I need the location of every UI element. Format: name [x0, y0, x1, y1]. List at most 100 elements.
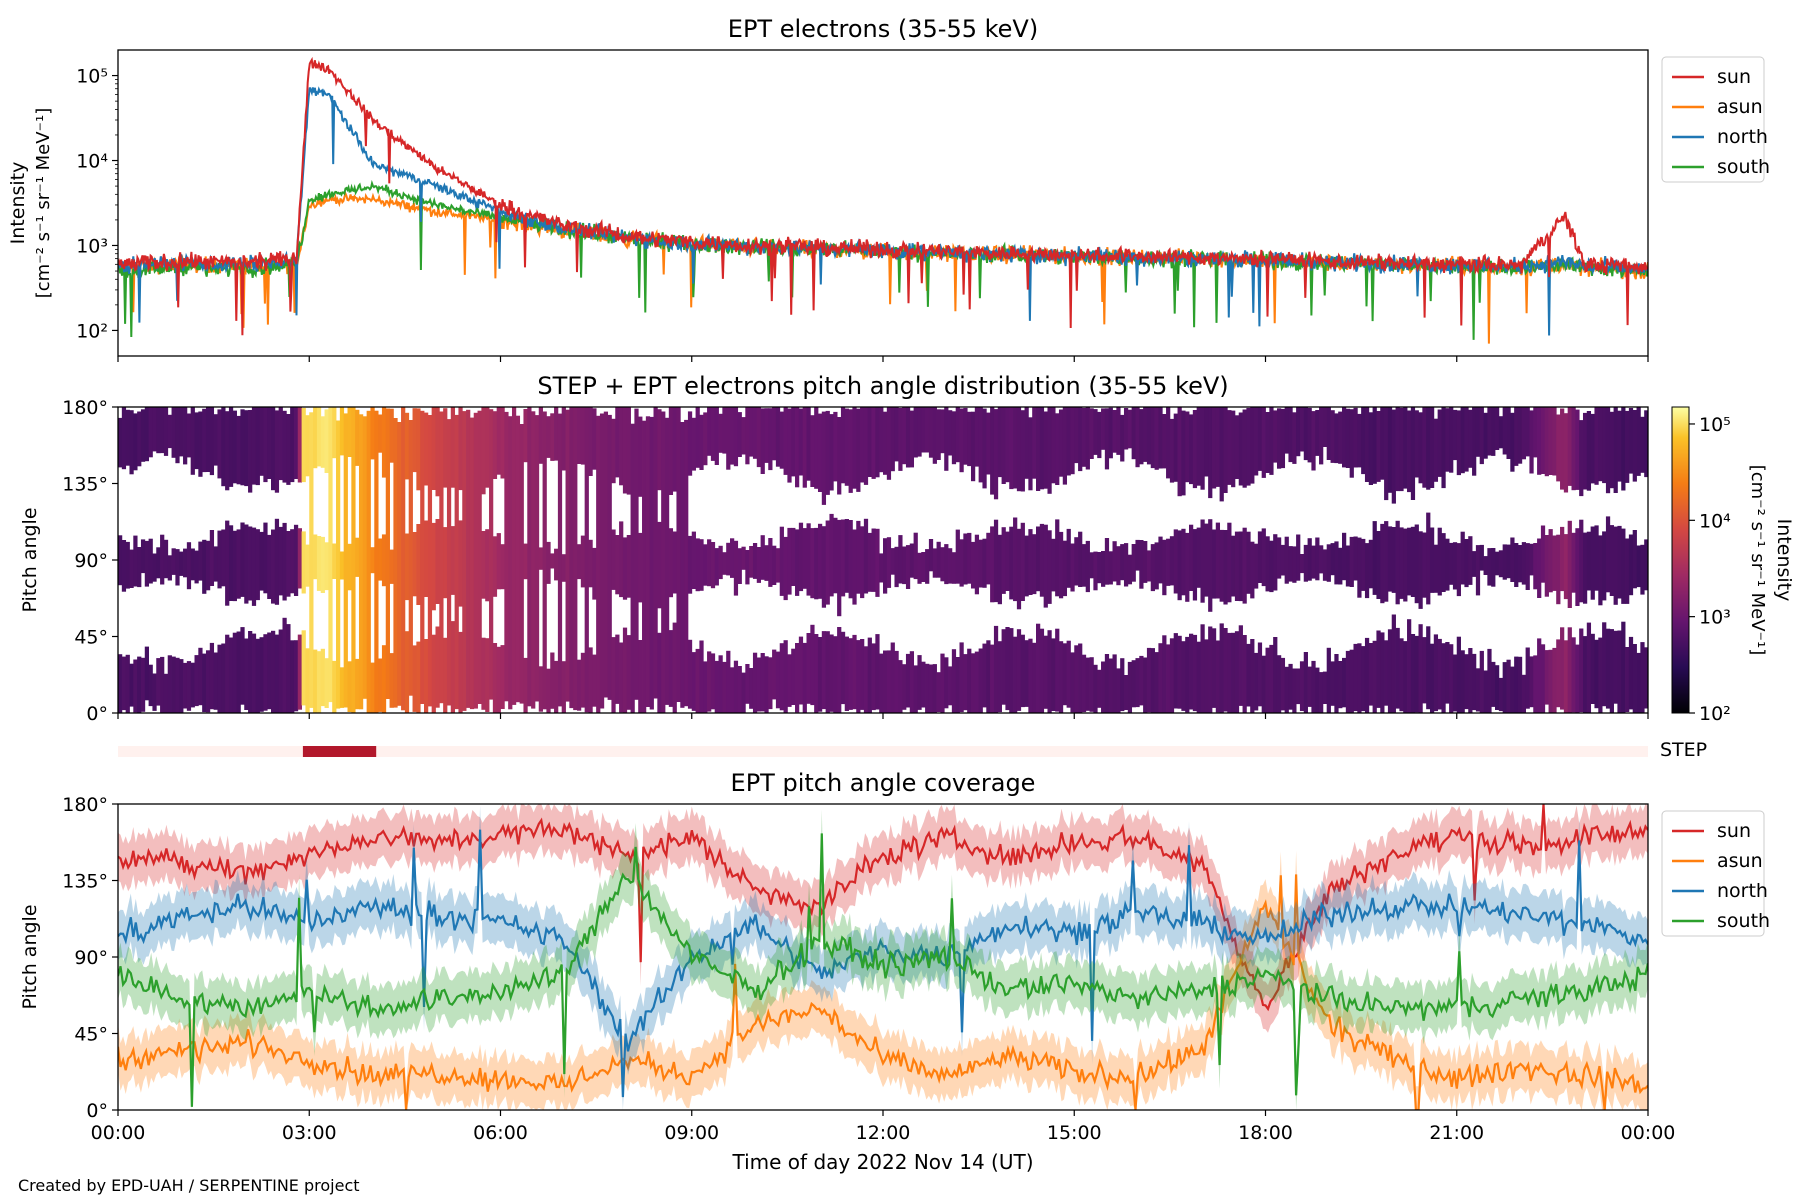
heatmap-cell: [1254, 652, 1259, 711]
heatmap-cell: [844, 636, 849, 711]
heatmap-cell: [542, 411, 547, 710]
heatmap-cell: [1502, 407, 1507, 455]
heatmap-cell: [1464, 539, 1469, 588]
heatmap-cell: [546, 668, 551, 713]
heatmap-cell: [1491, 407, 1496, 456]
heatmap-cell: [795, 529, 800, 596]
heatmap-cell: [1242, 409, 1247, 488]
heatmap-cell: [1602, 622, 1607, 707]
series-line-sun: [118, 56, 1648, 336]
heatmap-cell: [1640, 642, 1645, 713]
heatmap-cell: [427, 415, 433, 707]
heatmap-cell: [806, 407, 811, 481]
heatmap-cell: [217, 530, 222, 589]
heatmap-cell: [324, 542, 329, 591]
footer-credit: Created by EPD-UAH / SERPENTINE project: [18, 1176, 360, 1195]
heatmap-cell: [1429, 407, 1435, 488]
heatmap-cell: [802, 642, 807, 713]
heatmap-cell: [431, 522, 436, 611]
heatmap-cell: [523, 657, 528, 713]
heatmap-cell: [1303, 407, 1308, 461]
heatmap-cell: [963, 407, 968, 465]
heatmap-cell: [1254, 407, 1259, 476]
heatmap-cell: [1475, 545, 1481, 596]
heatmap-cell: [714, 660, 719, 713]
heatmap-cell: [1525, 543, 1530, 590]
heatmap-cell: [684, 419, 689, 707]
legend-box: [1661, 56, 1765, 183]
heatmap-cell: [278, 629, 283, 713]
heatmap-cell: [1391, 527, 1396, 593]
heatmap-cell: [611, 418, 616, 484]
coverage-band-north: [118, 805, 1648, 1110]
heatmap-cell: [554, 548, 559, 581]
heatmap-cell: [1204, 639, 1209, 713]
heatmap-cell: [278, 407, 283, 481]
heatmap-cell: [1261, 528, 1266, 587]
heatmap-cell: [974, 407, 980, 467]
heatmap-cell: [1223, 628, 1228, 712]
heatmap-cell: [1556, 534, 1561, 605]
heatmap-cell: [963, 654, 968, 711]
heatmap-cell: [313, 407, 318, 469]
heatmap-cell: [1039, 407, 1045, 490]
heatmap-cell: [1097, 411, 1102, 459]
heatmap-cell: [1563, 640, 1569, 713]
heatmap-cell: [1078, 407, 1083, 472]
heatmap-cell: [1537, 538, 1542, 598]
heatmap-cell: [1613, 407, 1618, 493]
heatmap-cell: [1166, 407, 1171, 479]
heatmap-cell: [1104, 538, 1110, 585]
y-tick-label: 90°: [74, 947, 108, 969]
heatmap-cell: [848, 638, 853, 710]
heatmap-cell: [898, 660, 903, 713]
heatmap-cell: [534, 415, 540, 702]
heatmap-cell: [1162, 539, 1167, 596]
heatmap-cell: [622, 407, 628, 494]
heatmap-cell: [775, 548, 781, 583]
heatmap-cell: [921, 407, 926, 453]
heatmap-cell: [1284, 666, 1289, 713]
heatmap-cell: [791, 648, 796, 705]
heatmap-cell: [1051, 538, 1056, 592]
heatmap-cell: [760, 535, 765, 580]
heatmap-cell: [1625, 410, 1630, 483]
heatmap-cell: [435, 519, 440, 604]
heatmap-cell: [1441, 407, 1446, 489]
heatmap-cell: [1166, 538, 1171, 586]
heatmap-cell: [622, 537, 628, 600]
heatmap-cell: [1537, 407, 1542, 475]
heatmap-cell: [118, 654, 123, 713]
heatmap-cell: [267, 534, 272, 599]
heatmap-cell: [1265, 412, 1270, 473]
heatmap-cell: [1173, 529, 1178, 594]
pad-heatmap: [118, 407, 1648, 713]
heatmap-cell: [577, 544, 582, 580]
heatmap-cell: [890, 642, 895, 713]
heatmap-cell: [894, 546, 899, 588]
heatmap-cell: [1368, 412, 1374, 485]
heatmap-cell: [1101, 408, 1106, 450]
heatmap-cell: [1533, 655, 1538, 713]
heatmap-cell: [592, 654, 597, 707]
heatmap-cell: [1024, 535, 1029, 597]
heatmap-cell: [1062, 643, 1068, 706]
heatmap-cell: [251, 527, 257, 606]
heatmap-cell: [1162, 414, 1167, 469]
heatmap-cell: [680, 422, 685, 708]
heatmap-cell: [1055, 519, 1060, 597]
heatmap-cell: [749, 668, 754, 709]
heatmap-cell: [1024, 640, 1029, 707]
heatmap-cell: [458, 407, 463, 491]
heatmap-cell: [802, 528, 807, 589]
heatmap-cell: [443, 527, 448, 599]
heatmap-cell: [316, 651, 322, 713]
heatmap-cell: [1189, 414, 1194, 485]
heatmap-cell: [1517, 656, 1523, 713]
heatmap-cell: [883, 538, 888, 594]
x-tick-label: 00:00: [91, 1122, 146, 1144]
heatmap-cell: [290, 529, 295, 594]
heatmap-cell: [163, 673, 169, 713]
heatmap-cell: [756, 547, 761, 583]
heatmap-cell: [1299, 554, 1305, 574]
